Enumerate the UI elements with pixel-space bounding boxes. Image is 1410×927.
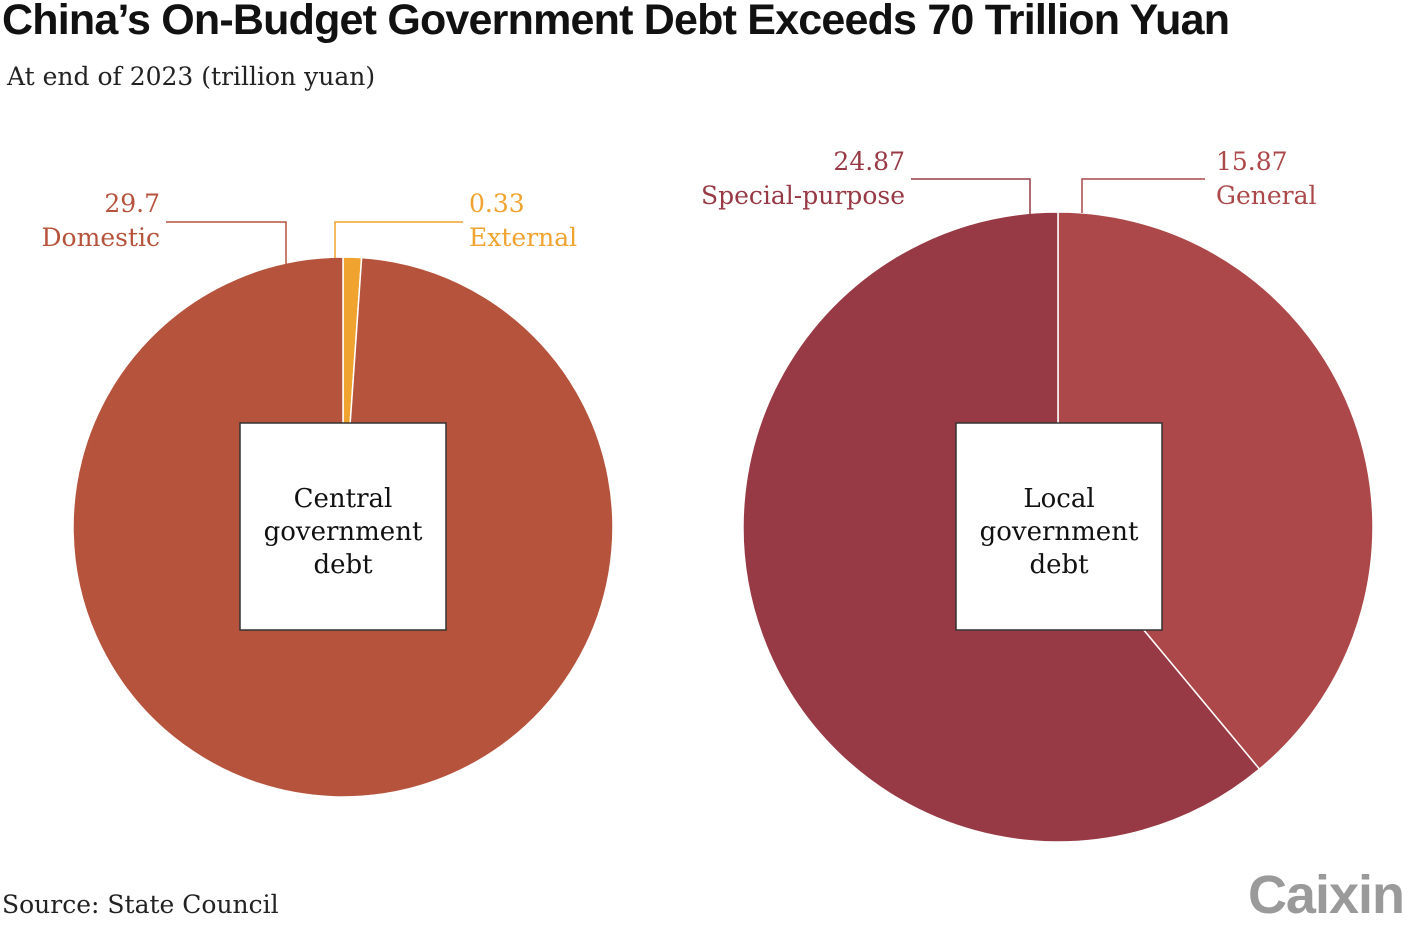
leader-line-external bbox=[334, 221, 463, 258]
leader-line-special-purpose bbox=[911, 178, 1031, 232]
center-label-line: government bbox=[980, 517, 1139, 547]
center-label-line: Local bbox=[1023, 484, 1094, 514]
slice-name-special-purpose: Special-purpose bbox=[701, 181, 905, 210]
slice-value-external: 0.33 bbox=[469, 189, 525, 218]
slice-name-external: External bbox=[469, 223, 577, 252]
chart-title: China’s On-Budget Government Debt Exceed… bbox=[2, 0, 1230, 44]
slice-value-domestic: 29.7 bbox=[104, 189, 160, 218]
slice-value-special-purpose: 24.87 bbox=[833, 147, 905, 176]
source-note: Source: State Council bbox=[2, 890, 279, 919]
caixin-logo: Caixin bbox=[1247, 865, 1405, 925]
center-label-box-2 bbox=[955, 422, 1163, 631]
center-label-box-1 bbox=[239, 422, 447, 631]
slice-value-general: 15.87 bbox=[1216, 147, 1288, 176]
leader-line-general bbox=[1081, 178, 1205, 213]
center-label-line: debt bbox=[1029, 550, 1089, 580]
chart-subtitle: At end of 2023 (trillion yuan) bbox=[7, 62, 376, 91]
slice-name-domestic: Domestic bbox=[42, 223, 160, 252]
pie-slice-general bbox=[1057, 211, 1374, 770]
center-label-line: government bbox=[264, 517, 423, 547]
slice-name-general: General bbox=[1216, 181, 1317, 210]
center-label-line: Central bbox=[294, 484, 393, 514]
center-label-line: debt bbox=[313, 550, 373, 580]
leader-line-domestic bbox=[166, 221, 287, 265]
